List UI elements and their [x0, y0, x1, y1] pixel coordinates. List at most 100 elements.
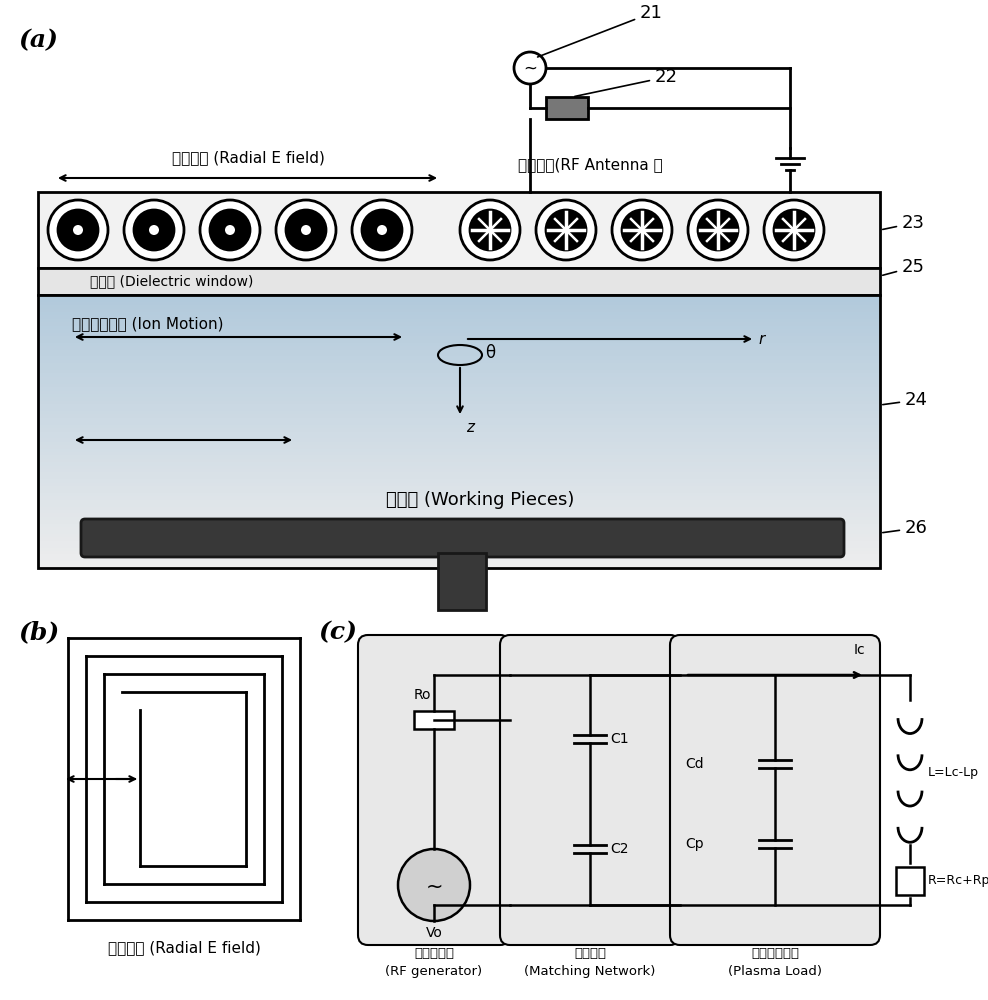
- Text: 等离子体负载: 等离子体负载: [751, 947, 799, 960]
- Bar: [38, 373, 880, 377]
- Circle shape: [622, 210, 662, 250]
- Text: C2: C2: [610, 842, 628, 856]
- Bar: [38, 561, 880, 565]
- Text: (b): (b): [18, 620, 59, 644]
- Circle shape: [764, 200, 824, 260]
- Bar: [38, 326, 880, 329]
- Text: (RF generator): (RF generator): [385, 965, 482, 978]
- Bar: [38, 350, 880, 353]
- Text: z: z: [466, 420, 474, 434]
- Bar: [38, 554, 880, 558]
- Bar: [38, 370, 880, 373]
- Circle shape: [362, 210, 402, 250]
- Circle shape: [546, 210, 586, 250]
- Bar: [38, 295, 880, 568]
- Bar: [38, 346, 880, 350]
- Bar: [438, 553, 486, 610]
- Bar: [38, 438, 880, 442]
- Bar: [414, 711, 454, 729]
- Bar: [38, 305, 880, 309]
- Bar: [38, 319, 880, 322]
- Bar: [38, 367, 880, 370]
- Text: 径向电场 (Radial E field): 径向电场 (Radial E field): [108, 940, 261, 955]
- Bar: [38, 387, 880, 391]
- FancyBboxPatch shape: [81, 519, 844, 557]
- Bar: [38, 435, 880, 438]
- Bar: [38, 421, 880, 425]
- Bar: [38, 459, 880, 462]
- Bar: [38, 565, 880, 568]
- Text: (c): (c): [318, 620, 357, 644]
- Text: Cd: Cd: [685, 757, 703, 771]
- Bar: [38, 503, 880, 507]
- Circle shape: [536, 200, 596, 260]
- Circle shape: [276, 200, 336, 260]
- Bar: [38, 384, 880, 387]
- Text: (a): (a): [18, 28, 58, 52]
- Text: 24: 24: [882, 391, 928, 409]
- Text: ~: ~: [523, 60, 537, 78]
- Circle shape: [514, 52, 546, 84]
- Text: 离子运动方向 (Ion Motion): 离子运动方向 (Ion Motion): [72, 316, 223, 331]
- Bar: [38, 414, 880, 418]
- Bar: [38, 472, 880, 476]
- Bar: [38, 445, 880, 449]
- Text: C1: C1: [610, 732, 628, 746]
- Circle shape: [612, 200, 672, 260]
- Bar: [38, 425, 880, 428]
- Bar: [38, 394, 880, 397]
- Circle shape: [377, 225, 387, 235]
- Circle shape: [48, 200, 108, 260]
- Bar: [38, 404, 880, 408]
- Bar: [38, 520, 880, 524]
- Circle shape: [200, 200, 260, 260]
- Bar: [38, 432, 880, 435]
- Bar: [38, 462, 880, 466]
- Bar: [38, 363, 880, 367]
- Bar: [38, 336, 880, 339]
- Bar: [38, 541, 880, 544]
- Bar: [38, 524, 880, 527]
- Bar: [38, 418, 880, 421]
- Bar: [896, 866, 924, 894]
- Text: 26: 26: [882, 519, 928, 537]
- Circle shape: [210, 210, 250, 250]
- Circle shape: [134, 210, 174, 250]
- Bar: [38, 428, 880, 432]
- Text: 射频天线(RF Antenna ）: 射频天线(RF Antenna ）: [518, 157, 662, 172]
- Bar: [38, 295, 880, 298]
- Bar: [38, 329, 880, 333]
- Bar: [38, 534, 880, 537]
- Bar: [38, 268, 880, 295]
- Text: Cp: Cp: [685, 837, 703, 851]
- Bar: [38, 391, 880, 394]
- Bar: [38, 302, 880, 305]
- Text: Ic: Ic: [854, 643, 865, 657]
- Bar: [38, 397, 880, 401]
- Text: L=Lc-Lp: L=Lc-Lp: [928, 766, 979, 779]
- Text: 23: 23: [882, 214, 925, 232]
- Circle shape: [149, 225, 159, 235]
- Bar: [38, 486, 880, 490]
- Text: 21: 21: [537, 4, 663, 57]
- Circle shape: [774, 210, 814, 250]
- Circle shape: [470, 210, 510, 250]
- Bar: [38, 315, 880, 319]
- FancyBboxPatch shape: [500, 635, 680, 945]
- Bar: [38, 353, 880, 356]
- Bar: [38, 377, 880, 380]
- Bar: [38, 490, 880, 493]
- Bar: [38, 380, 880, 384]
- Bar: [38, 483, 880, 486]
- Circle shape: [352, 200, 412, 260]
- Text: 电介质 (Dielectric window): 电介质 (Dielectric window): [90, 274, 253, 288]
- Bar: [38, 479, 880, 483]
- Bar: [38, 507, 880, 510]
- Text: r: r: [758, 332, 765, 347]
- Bar: [38, 544, 880, 548]
- Bar: [38, 548, 880, 551]
- Bar: [38, 333, 880, 336]
- Bar: [38, 442, 880, 445]
- Bar: [38, 339, 880, 343]
- Bar: [38, 476, 880, 479]
